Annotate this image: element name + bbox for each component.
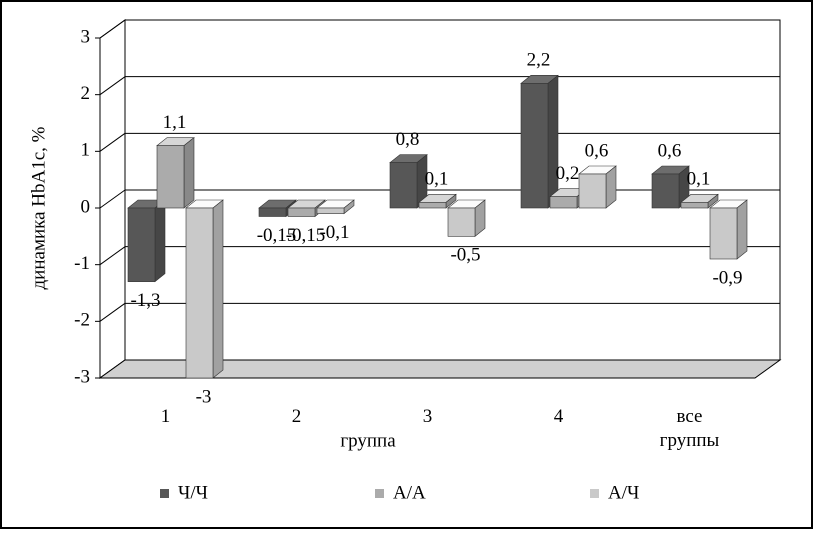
- value-label: -0,15: [286, 225, 326, 246]
- bar: [127, 207, 156, 282]
- value-label: 0,2: [556, 163, 580, 184]
- y-tick-label: -1: [74, 253, 90, 274]
- bar-side: [212, 199, 224, 379]
- bar: [418, 202, 447, 209]
- grid-line: [99, 189, 126, 209]
- bar: [578, 173, 607, 209]
- y-axis-label: динамика HbA1c, %: [28, 126, 49, 289]
- legend-swatch: [590, 489, 599, 498]
- bar: [316, 207, 345, 214]
- bar: [520, 83, 549, 209]
- bar: [185, 207, 214, 379]
- x-tick-label: 3: [423, 406, 433, 427]
- grid-line: [99, 76, 126, 96]
- value-label: -0,5: [450, 245, 480, 266]
- x-tick-label: 1: [161, 406, 171, 427]
- value-label: 0,6: [585, 140, 609, 161]
- grid-line: [99, 302, 126, 322]
- value-label: -1,3: [130, 290, 160, 311]
- bar: [651, 173, 680, 209]
- value-label: -0,15: [257, 225, 297, 246]
- legend-label: А/Ч: [608, 482, 639, 503]
- legend-label: Ч/Ч: [178, 482, 208, 503]
- value-label: 0,8: [396, 129, 420, 150]
- bar-side: [183, 137, 195, 209]
- bar: [680, 202, 709, 209]
- x-tick-label: 2: [292, 406, 302, 427]
- bar-side: [547, 74, 559, 209]
- bar: [287, 207, 316, 217]
- grid-line: [99, 132, 126, 152]
- value-label: 1,1: [163, 112, 187, 133]
- bar: [156, 145, 185, 209]
- value-label: 0,1: [425, 169, 449, 190]
- y-tick-label: -2: [74, 310, 90, 331]
- bar: [258, 207, 287, 217]
- x-tick-label: 4: [554, 406, 564, 427]
- y-tick-label: -3: [74, 366, 90, 387]
- value-label: 0,6: [658, 140, 682, 161]
- bar: [389, 162, 418, 209]
- bar: [447, 207, 476, 237]
- value-label: -0,1: [319, 222, 349, 243]
- value-label: 0,1: [687, 169, 711, 190]
- legend-swatch: [160, 489, 169, 498]
- y-tick-label: 0: [81, 196, 91, 217]
- legend-swatch: [375, 489, 384, 498]
- grid-line: [99, 19, 126, 39]
- grid-line: [99, 246, 126, 266]
- legend-label: А/А: [393, 482, 426, 503]
- y-tick-label: 2: [81, 83, 91, 104]
- y-tick-label: 3: [81, 26, 91, 47]
- bar-side: [154, 199, 166, 283]
- bar: [709, 207, 738, 260]
- value-label: -0,9: [712, 267, 742, 288]
- bar-side: [736, 199, 748, 260]
- value-label: -3: [196, 386, 212, 407]
- x-axis-label: группа: [340, 430, 396, 451]
- bar: [549, 196, 578, 209]
- x-tick-label: все группы: [660, 406, 720, 451]
- y-tick-label: 1: [81, 140, 91, 161]
- floor: [98, 359, 782, 379]
- value-label: 2,2: [527, 50, 551, 71]
